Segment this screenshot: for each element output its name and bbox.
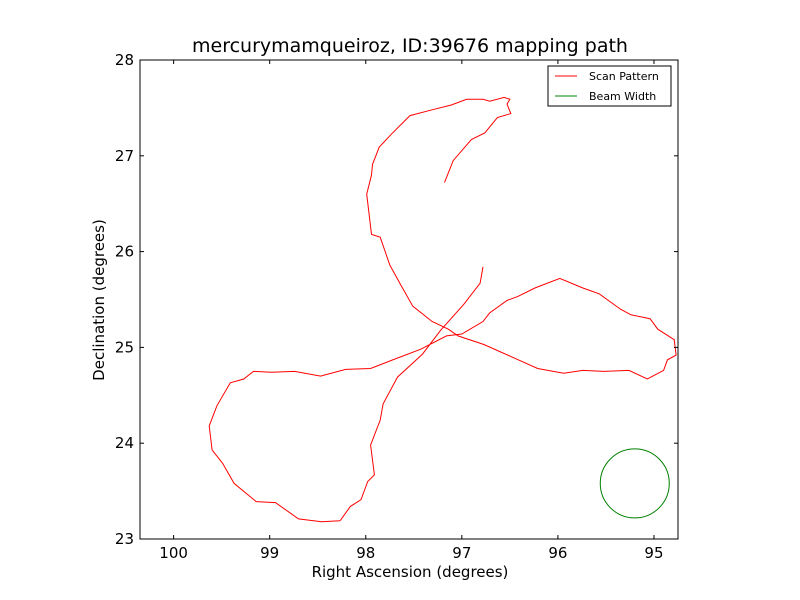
x-axis-label: Right Ascension (degrees) xyxy=(312,563,509,581)
scan-pattern-line xyxy=(208,96,677,523)
y-tick-label: 23 xyxy=(115,530,134,548)
y-tick-label: 25 xyxy=(115,338,134,356)
legend-frame xyxy=(547,65,672,107)
chart-title: mercurymamqueiroz, ID:39676 mapping path xyxy=(192,35,628,57)
x-tick-label: 95 xyxy=(644,544,663,562)
x-tick-label: 96 xyxy=(548,544,567,562)
y-tick-label: 26 xyxy=(115,243,134,261)
x-tick-label: 99 xyxy=(260,544,279,562)
axis-ticks: 100 99 98 97 96 95 23 24 25 26 27 28 xyxy=(115,51,678,562)
y-axis-label: Declination (degrees) xyxy=(90,219,108,381)
plot-frame xyxy=(139,59,679,540)
legend-label-scan-pattern: Scan Pattern xyxy=(589,70,659,83)
legend-label-beam-width: Beam Width xyxy=(589,90,656,103)
y-tick-label: 27 xyxy=(115,147,134,165)
x-tick-label: 98 xyxy=(356,544,375,562)
y-tick-label: 28 xyxy=(115,51,134,69)
plot-area xyxy=(208,96,677,523)
beam-width-circle xyxy=(599,448,670,519)
x-tick-label: 97 xyxy=(452,544,471,562)
legend: Scan Pattern Beam Width xyxy=(547,65,672,107)
y-tick-label: 24 xyxy=(115,434,134,452)
x-tick-label: 100 xyxy=(159,544,188,562)
